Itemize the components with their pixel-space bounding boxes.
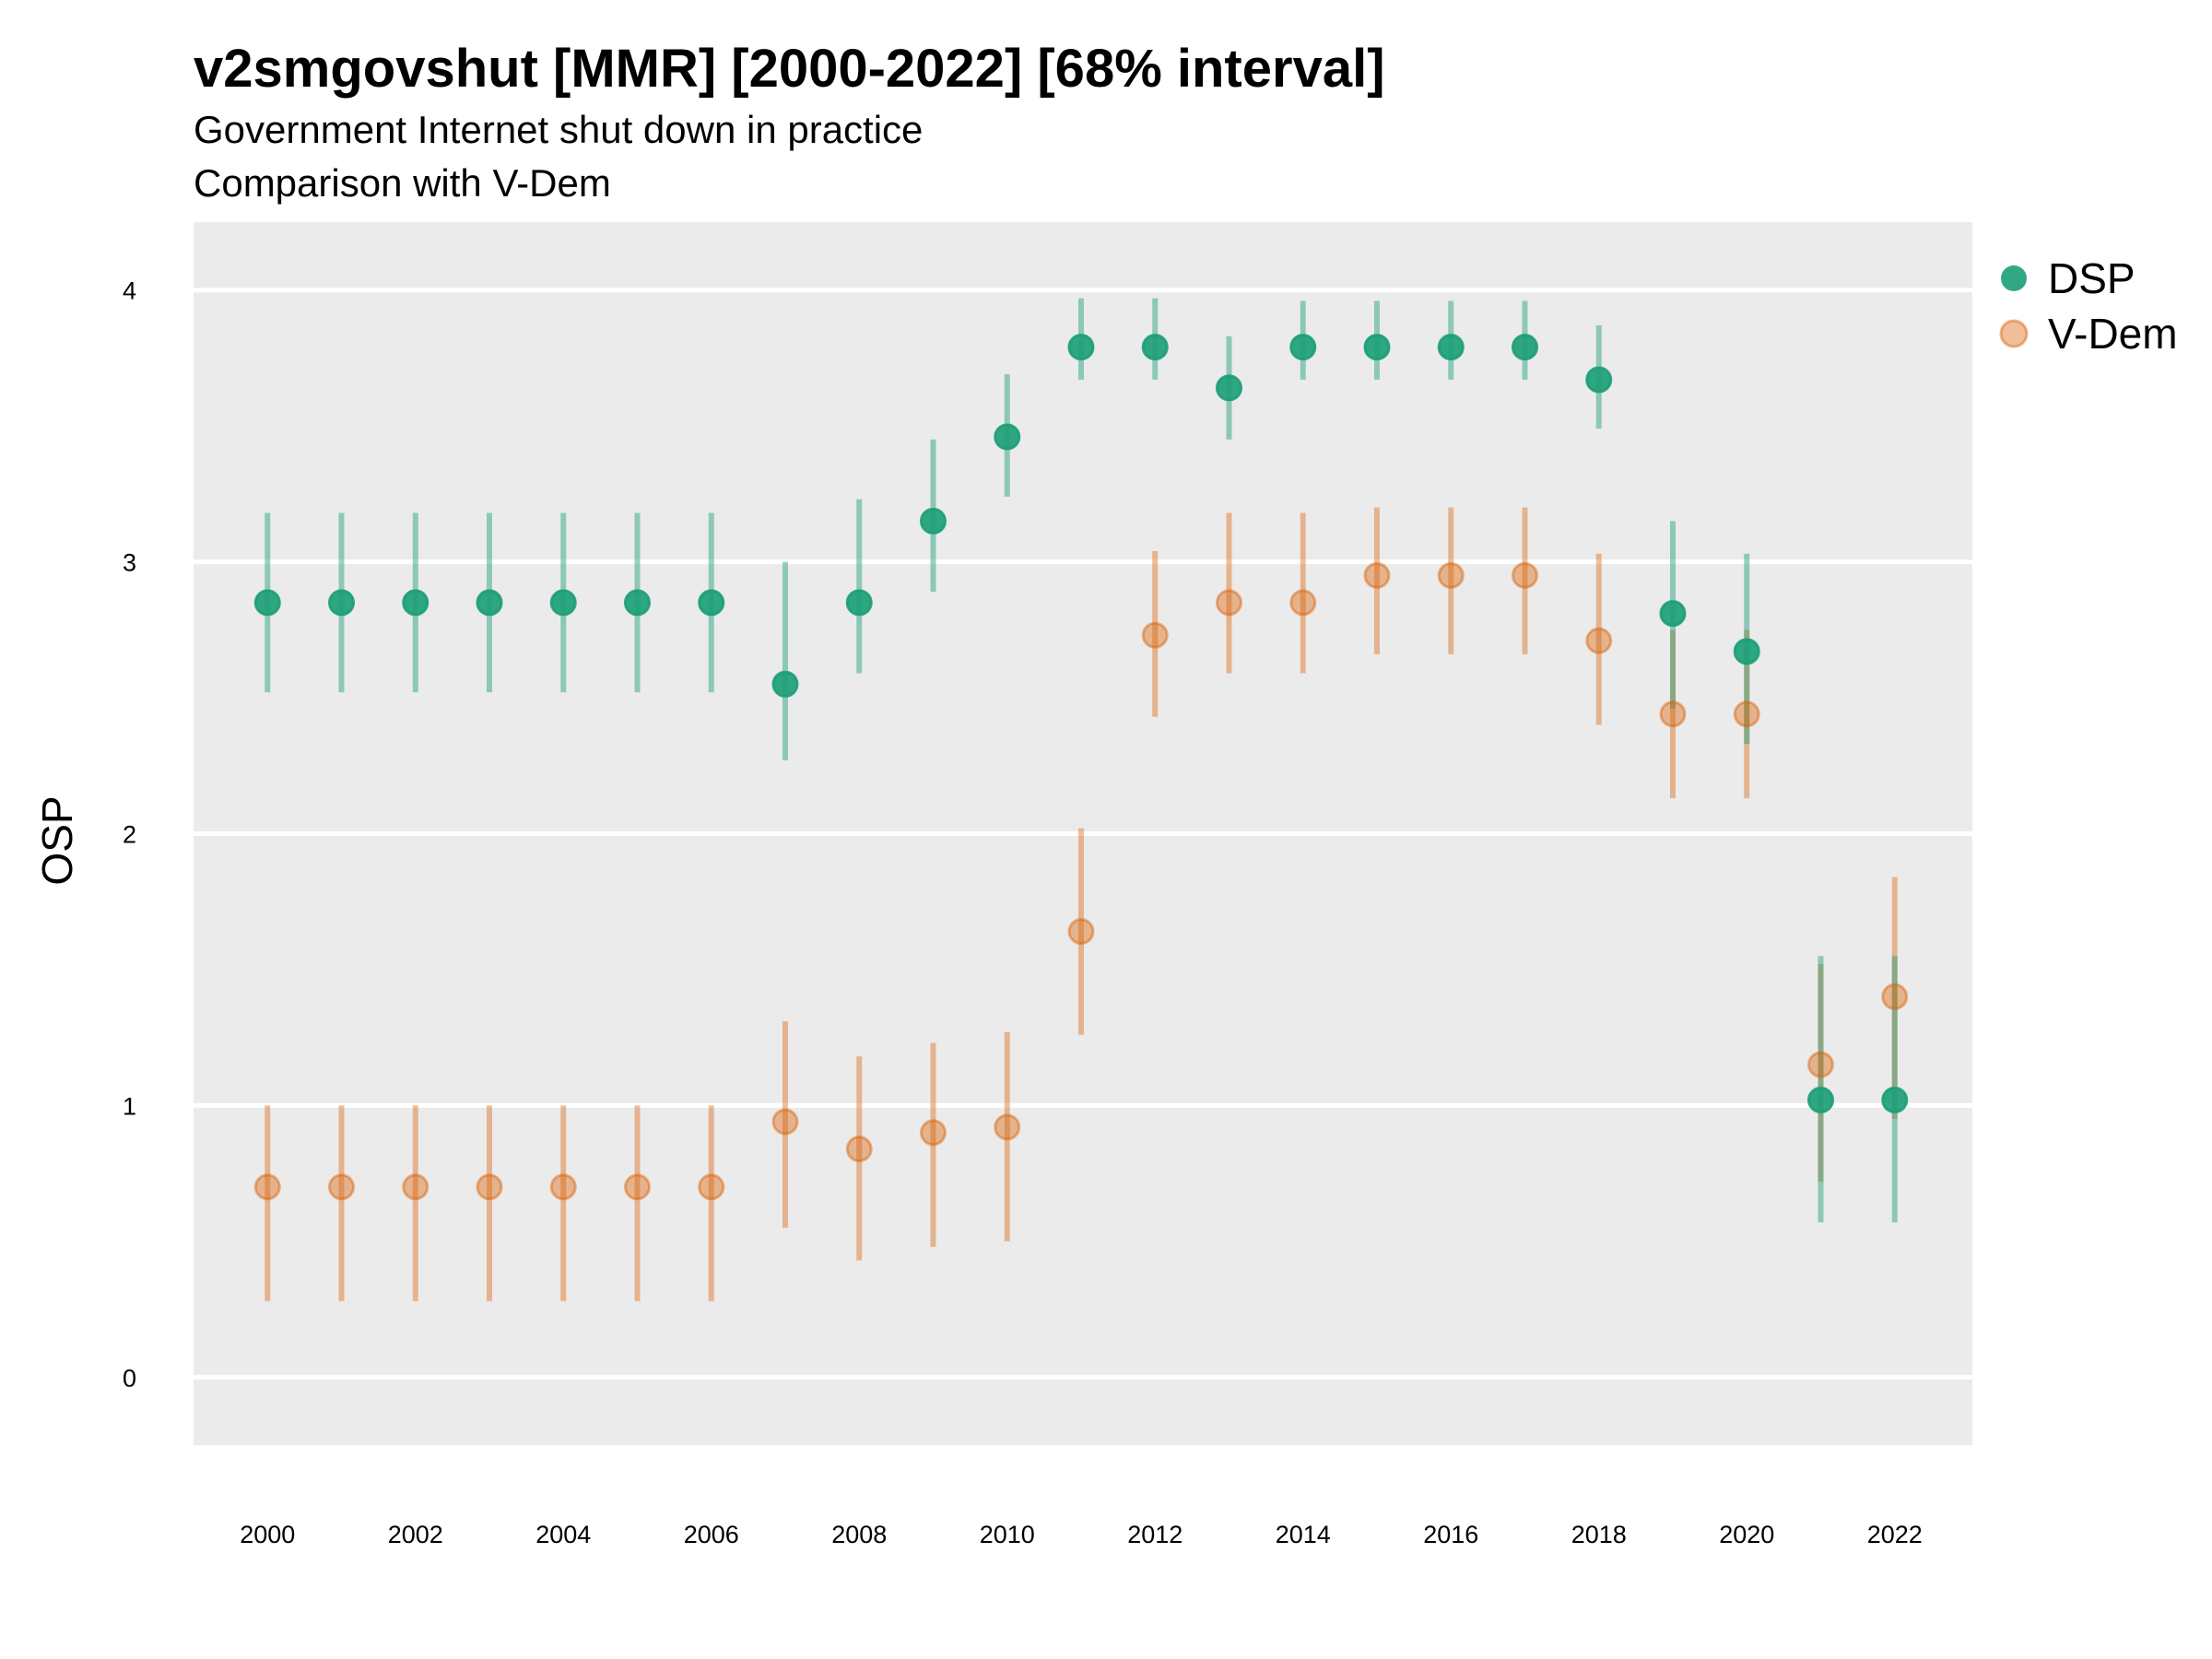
point-vdem-2012 [1141, 621, 1169, 649]
y-tick-label: 2 [123, 821, 136, 849]
point-vdem-2022 [1881, 982, 1909, 1010]
legend-label-dsp: DSP [2048, 254, 2136, 302]
x-axis-ticks: 2000 2002 2004 2006 2008 2010 2012 2014 2016 2018… [240, 1521, 1923, 1548]
x-tick-label: 2006 [684, 1521, 739, 1548]
point-dsp-2010 [994, 423, 1021, 451]
point-dsp-2001 [327, 589, 355, 617]
x-tick-label: 2020 [1719, 1521, 1774, 1548]
legend-marker-vdem [1999, 319, 2029, 348]
point-dsp-2013 [1215, 374, 1242, 402]
point-vdem-2008 [845, 1135, 873, 1163]
point-dsp-2014 [1289, 334, 1317, 361]
point-dsp-2005 [623, 589, 651, 617]
x-tick-label: 2018 [1571, 1521, 1627, 1548]
grid-lines [194, 288, 1972, 1380]
point-vdem-2021 [1806, 1051, 1834, 1078]
chart-title: v2smgovshut [MMR] [2000-2022] [68% inter… [194, 39, 1385, 99]
point-dsp-2017 [1511, 334, 1538, 361]
x-tick-label: 2016 [1423, 1521, 1478, 1548]
point-dsp-2020 [1733, 638, 1760, 665]
point-dsp-2016 [1437, 334, 1465, 361]
data-series [253, 298, 1909, 1301]
point-vdem-2000 [253, 1173, 281, 1201]
point-dsp-2019 [1659, 600, 1687, 628]
y-axis-label: OSP [33, 795, 81, 885]
point-dsp-2018 [1585, 366, 1613, 394]
point-vdem-2019 [1659, 700, 1687, 728]
x-tick-label: 2022 [1867, 1521, 1923, 1548]
point-dsp-2003 [476, 589, 503, 617]
x-tick-label: 2008 [831, 1521, 887, 1548]
point-vdem-2005 [623, 1173, 651, 1201]
point-vdem-2009 [919, 1119, 947, 1147]
chart-subtitle-line-2: Comparison with V-Dem [194, 161, 611, 205]
point-vdem-2001 [327, 1173, 355, 1201]
point-vdem-2018 [1585, 627, 1613, 654]
x-tick-label: 2000 [240, 1521, 295, 1548]
x-tick-label: 2014 [1276, 1521, 1331, 1548]
point-dsp-2009 [919, 507, 947, 535]
point-dsp-2012 [1141, 334, 1169, 361]
point-dsp-2000 [253, 589, 281, 617]
point-dsp-2002 [402, 589, 429, 617]
point-vdem-2010 [994, 1113, 1021, 1141]
series-dsp-points [253, 334, 1909, 1113]
point-dsp-2007 [771, 670, 799, 698]
point-dsp-2008 [845, 589, 873, 617]
y-axis-ticks: 0 1 2 3 4 [123, 277, 136, 1393]
y-tick-label: 0 [123, 1364, 136, 1392]
point-vdem-2017 [1511, 561, 1538, 589]
y-tick-label: 3 [123, 549, 136, 577]
legend: DSP V-Dem [1999, 254, 2178, 358]
point-dsp-2021 [1806, 1086, 1834, 1113]
point-vdem-2002 [402, 1173, 429, 1201]
point-vdem-2020 [1733, 700, 1760, 728]
point-dsp-2015 [1363, 334, 1391, 361]
point-vdem-2003 [476, 1173, 503, 1201]
point-vdem-2004 [549, 1173, 577, 1201]
x-tick-label: 2004 [535, 1521, 591, 1548]
legend-label-vdem: V-Dem [2048, 310, 2178, 358]
point-vdem-2014 [1289, 589, 1317, 617]
point-dsp-2011 [1067, 334, 1095, 361]
point-dsp-2022 [1881, 1086, 1909, 1113]
point-vdem-2007 [771, 1108, 799, 1135]
x-tick-label: 2012 [1127, 1521, 1182, 1548]
chart-subtitle-line-1: Government Internet shut down in practic… [194, 108, 923, 151]
point-vdem-2006 [698, 1173, 725, 1201]
series-vdem-points [253, 561, 1909, 1201]
point-vdem-2013 [1215, 589, 1242, 617]
point-vdem-2011 [1067, 918, 1095, 946]
point-vdem-2016 [1437, 561, 1465, 589]
point-dsp-2004 [549, 589, 577, 617]
x-tick-label: 2002 [388, 1521, 443, 1548]
y-tick-label: 1 [123, 1092, 136, 1120]
point-vdem-2015 [1363, 561, 1391, 589]
y-tick-label: 4 [123, 277, 136, 305]
legend-marker-dsp [2001, 265, 2027, 291]
x-tick-label: 2010 [980, 1521, 1035, 1548]
point-dsp-2006 [698, 589, 725, 617]
